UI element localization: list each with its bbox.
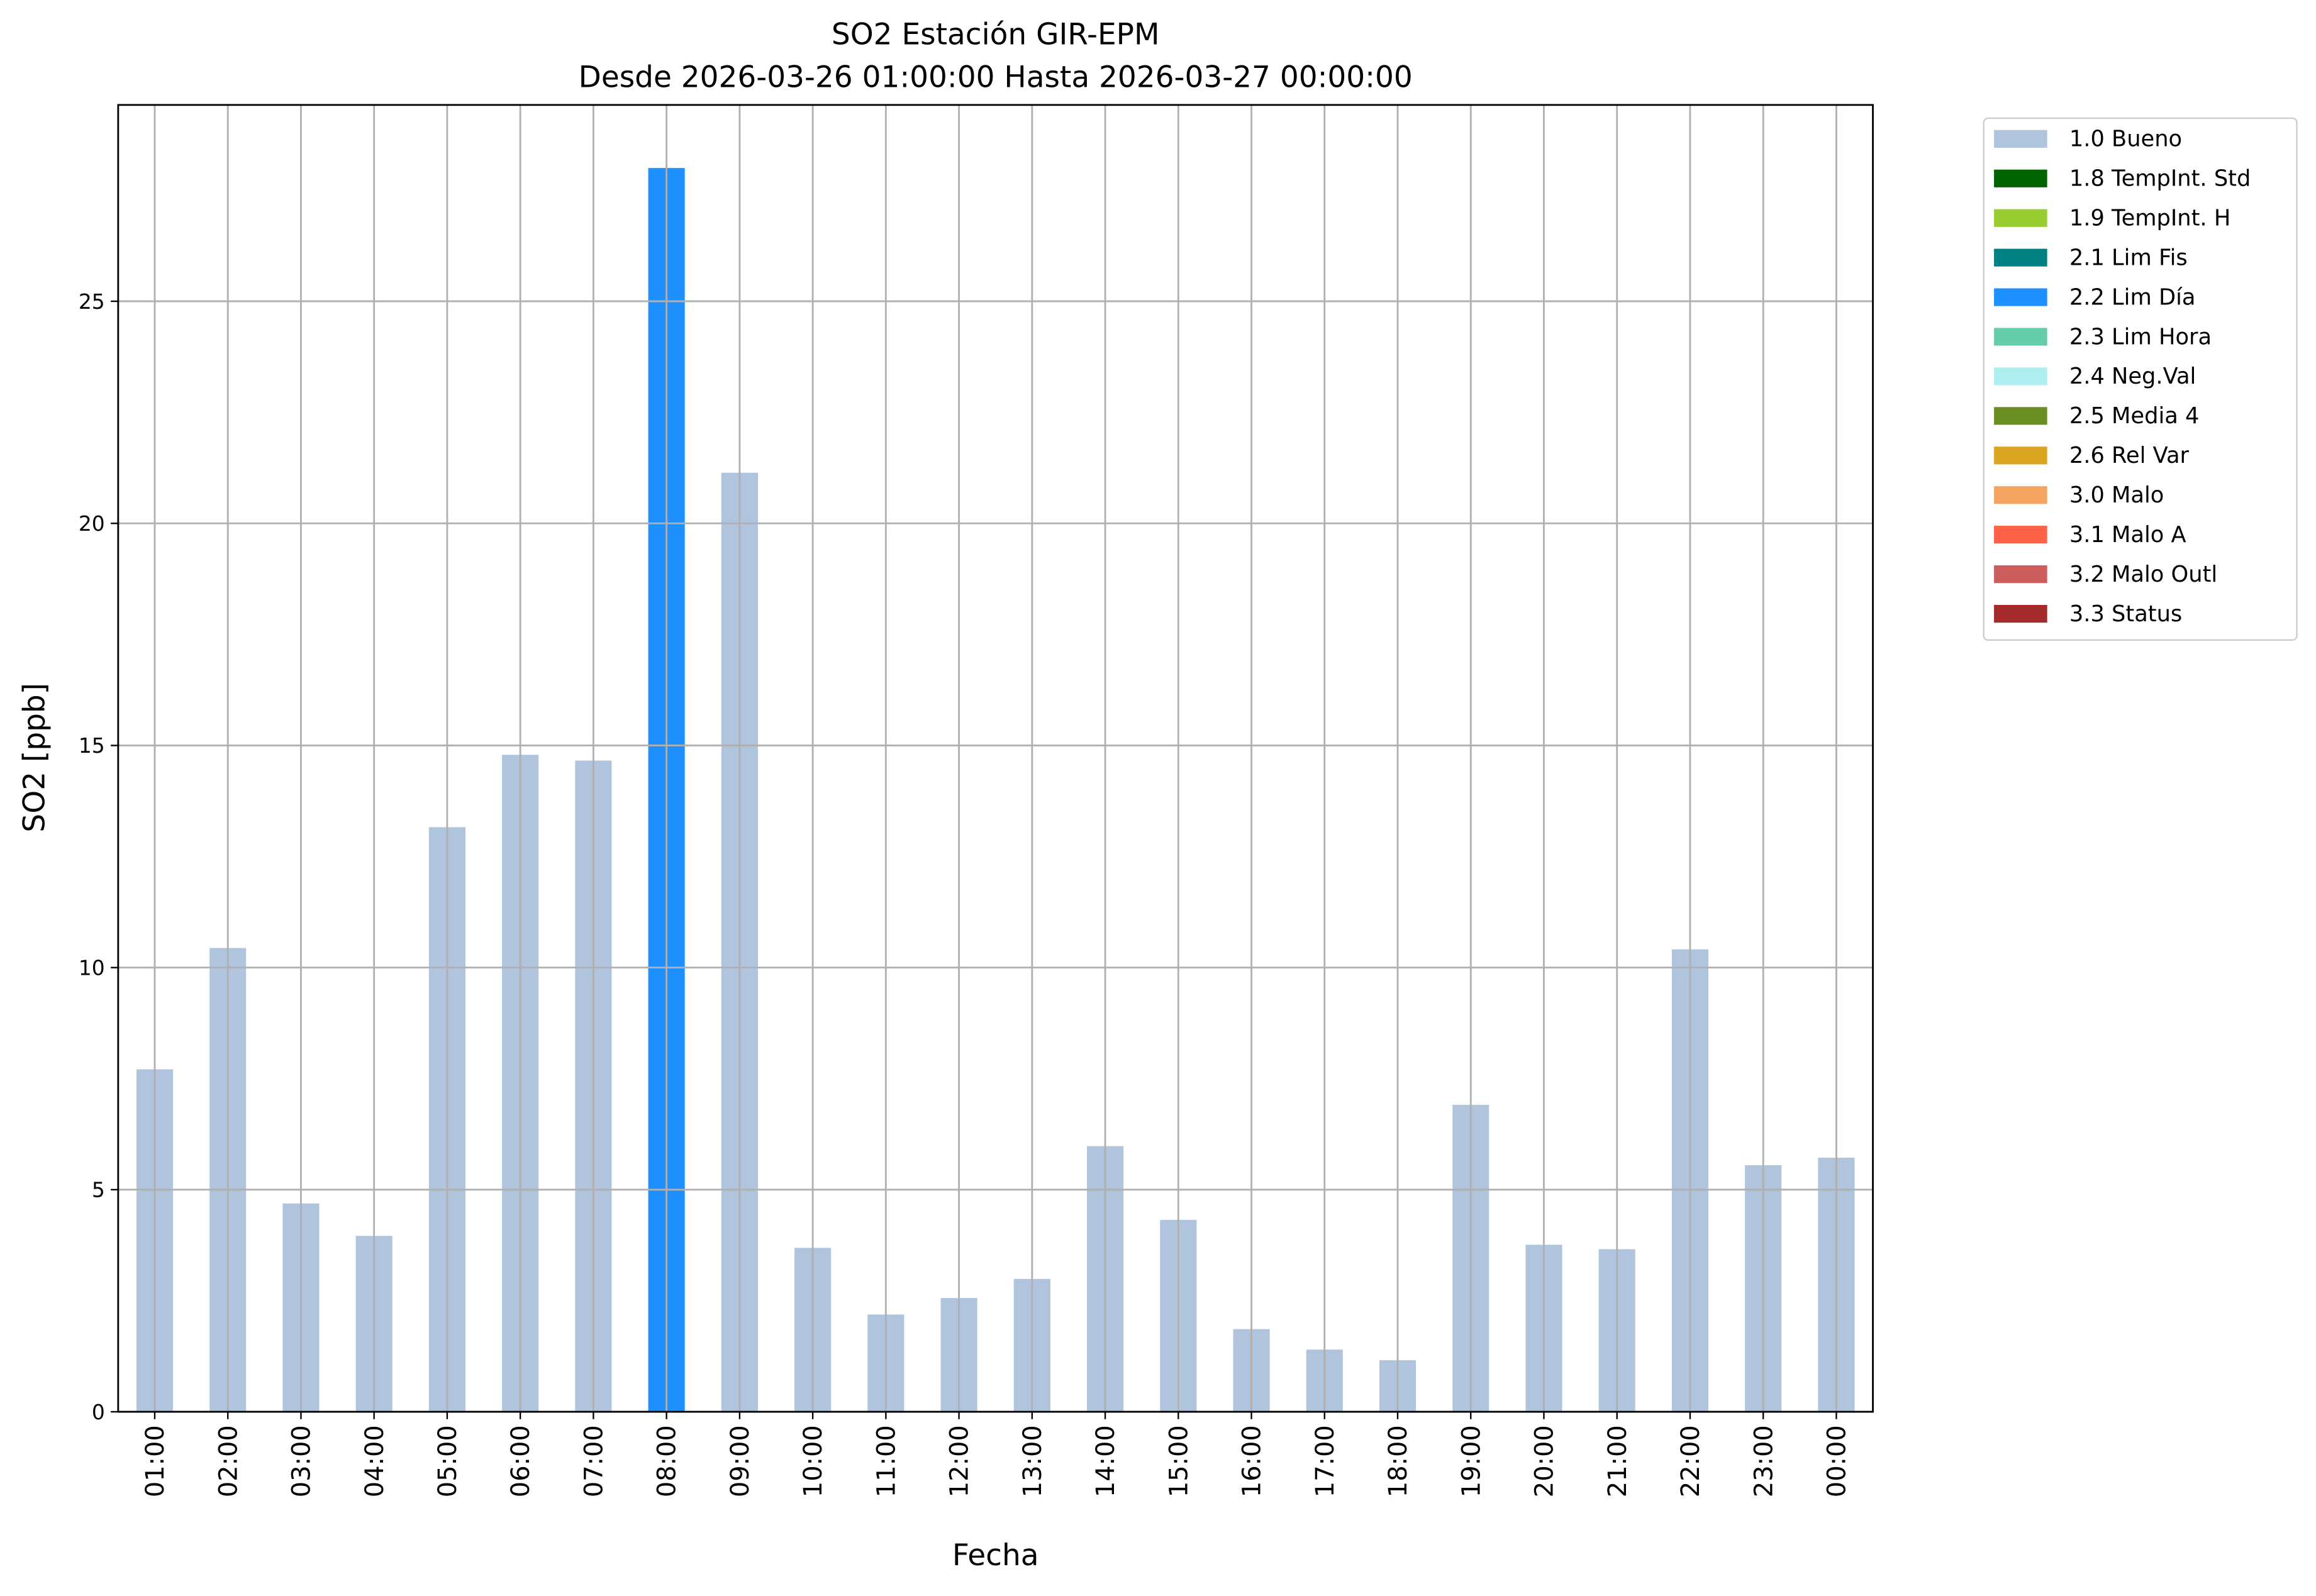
legend-swatch (1994, 446, 2047, 465)
x-tick-label: 05:00 (433, 1425, 462, 1497)
legend-swatch (1994, 209, 2047, 227)
x-tick-label: 10:00 (799, 1425, 828, 1497)
y-tick-label: 10 (79, 955, 105, 980)
legend-swatch (1994, 248, 2047, 267)
x-tick-label: 15:00 (1164, 1425, 1193, 1497)
legend-label: 3.0 Malo (2069, 482, 2164, 508)
x-tick-label: 19:00 (1457, 1425, 1486, 1497)
legend-label: 2.3 Lim Hora (2069, 324, 2212, 350)
x-tick-label: 03:00 (287, 1425, 316, 1497)
legend-label: 1.0 Bueno (2069, 126, 2182, 152)
legend-label: 3.3 Status (2069, 601, 2182, 627)
legend-label: 3.2 Malo Outl (2069, 562, 2217, 587)
x-tick-label: 01:00 (141, 1425, 170, 1497)
chart-subtitle: Desde 2026-03-26 01:00:00 Hasta 2026-03-… (579, 60, 1413, 95)
x-tick-label: 06:00 (506, 1425, 535, 1497)
x-tick-label: 21:00 (1603, 1425, 1632, 1497)
x-tick-label: 04:00 (360, 1425, 389, 1497)
chart-title: SO2 Estación GIR-EPM (832, 18, 1160, 52)
x-tick-label: 18:00 (1384, 1425, 1413, 1497)
legend-label: 1.8 TempInt. Std (2069, 166, 2251, 192)
legend-swatch (1994, 130, 2047, 148)
x-tick-label: 02:00 (214, 1425, 243, 1497)
legend-label: 2.4 Neg.Val (2069, 363, 2196, 389)
legend-swatch (1994, 328, 2047, 346)
legend: 1.0 Bueno 1.8 TempInt. Std 1.9 TempInt. H 2… (1983, 117, 2298, 641)
legend-label: 2.6 Rel Var (2069, 443, 2190, 468)
legend-swatch (1994, 367, 2047, 385)
y-tick-label: 0 (92, 1400, 105, 1424)
legend-swatch (1994, 407, 2047, 425)
y-tick-label: 20 (79, 511, 105, 536)
x-tick-label: 09:00 (726, 1425, 755, 1497)
legend-label: 2.1 Lim Fis (2069, 245, 2188, 270)
x-tick-label: 17:00 (1311, 1425, 1340, 1497)
legend-label: 2.5 Media 4 (2069, 403, 2200, 429)
plot-frame (117, 104, 1874, 1413)
legend-frame (1983, 117, 2298, 641)
x-tick-label: 00:00 (1823, 1425, 1852, 1497)
legend-swatch (1994, 288, 2047, 306)
legend-swatch (1994, 526, 2047, 544)
y-axis-label: SO2 [ppb] (17, 683, 52, 833)
x-tick-label: 20:00 (1530, 1425, 1559, 1497)
legend-label: 3.1 Malo A (2069, 522, 2186, 548)
x-tick-label: 23:00 (1749, 1425, 1778, 1497)
legend-swatch (1994, 565, 2047, 584)
x-tick-label: 16:00 (1238, 1425, 1267, 1497)
x-tick-label: 12:00 (945, 1425, 974, 1497)
y-tick-label: 25 (79, 289, 105, 314)
legend-swatch (1994, 169, 2047, 187)
legend-label: 2.2 Lim Día (2069, 284, 2196, 310)
x-tick-label: 07:00 (579, 1425, 608, 1497)
x-axis-label: Fecha (952, 1538, 1039, 1573)
x-tick-label: 22:00 (1676, 1425, 1705, 1497)
x-tick-label: 08:00 (653, 1425, 682, 1497)
y-tick-label: 5 (92, 1178, 105, 1202)
y-tick-label: 15 (79, 733, 105, 758)
x-tick-label: 13:00 (1018, 1425, 1047, 1497)
x-tick-label: 11:00 (872, 1425, 901, 1497)
legend-label: 1.9 TempInt. H (2069, 205, 2230, 231)
x-tick-label: 14:00 (1091, 1425, 1120, 1497)
legend-swatch (1994, 604, 2047, 623)
legend-swatch (1994, 486, 2047, 504)
